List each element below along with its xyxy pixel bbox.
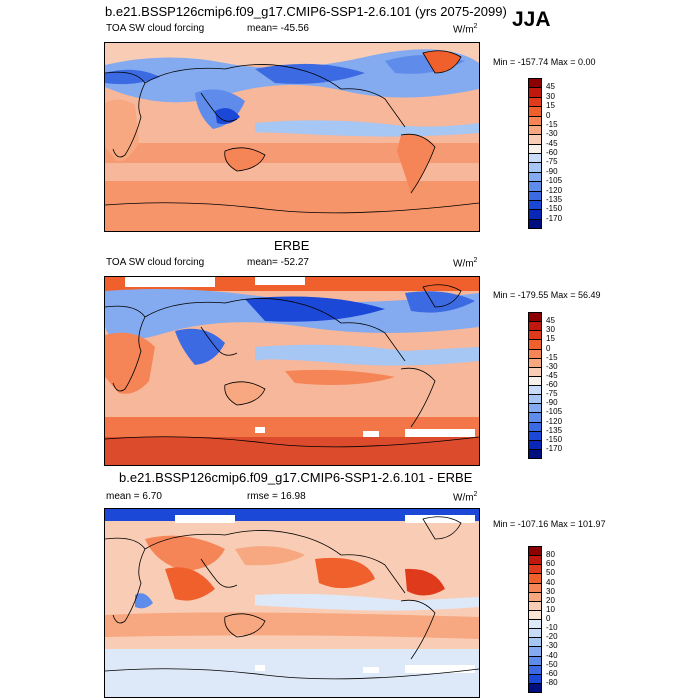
colorbar-tick-label: 20: [546, 595, 555, 605]
panel2-units: W/m2: [453, 257, 478, 270]
colorbar-tick-label: -170: [546, 213, 563, 223]
colorbar-tick-label: -135: [546, 425, 563, 435]
colorbar-tick-label: -75: [546, 157, 558, 167]
colorbar-tick-label: 30: [546, 325, 555, 335]
panel3-title: b.e21.BSSP126cmip6.f09_g17.CMIP6-SSP1-2.…: [119, 470, 473, 485]
panel1-units: W/m2: [453, 23, 478, 36]
colorbar-tick-label: -40: [546, 650, 558, 660]
colorbar-tick-label: -60: [546, 668, 558, 678]
colorbar-tick-label: -15: [546, 352, 558, 362]
colorbar-tick-label: -105: [546, 176, 563, 186]
colorbar-tick-label: -150: [546, 434, 563, 444]
colorbar-swatch: [528, 448, 542, 459]
colorbar-tick-label: 80: [546, 550, 555, 560]
colorbar-tick-label: -20: [546, 632, 558, 642]
colorbar-tick-label: -90: [546, 398, 558, 408]
colorbar-tick-label: -120: [546, 185, 563, 195]
panel2-variable-label: TOA SW cloud forcing: [106, 257, 205, 268]
panel3-map: [104, 508, 480, 698]
panel3-minmax: Min = -107.16 Max = 101.97: [493, 519, 606, 529]
colorbar-tick-label: -30: [546, 361, 558, 371]
colorbar-tick-label: -60: [546, 148, 558, 157]
colorbar-swatch: [528, 218, 542, 229]
panel3-colorbar: 80 60 50 40 30 20 10 0 -10 -20 -30 -40 -50 -60 -80: [528, 546, 568, 693]
colorbar-tick-label: 15: [546, 334, 555, 344]
colorbar-tick-label: -150: [546, 204, 563, 214]
colorbar-tick-label: -10: [546, 623, 558, 633]
colorbar-tick-label: 45: [546, 82, 555, 92]
panel1-mean-label: mean= -45.56: [247, 23, 309, 34]
panel1-minmax: Min = -157.74 Max = 0.00: [493, 57, 596, 67]
colorbar-tick-label: 0: [546, 614, 551, 623]
panel3-units: W/m2: [453, 491, 478, 504]
colorbar-tick-label: -90: [546, 166, 558, 176]
colorbar-tick-label: 0: [546, 343, 551, 353]
colorbar-tick-label: 45: [546, 316, 555, 326]
colorbar-tick-label: -105: [546, 407, 563, 417]
main-title: b.e21.BSSP126cmip6.f09_g17.CMIP6-SSP1-2.…: [105, 4, 507, 19]
panel3-mean-label: mean = 6.70: [106, 491, 162, 502]
colorbar-tick-label: -75: [546, 389, 558, 399]
panel1-map: [104, 42, 480, 232]
panel2-minmax: Min = -179.55 Max = 56.49: [493, 290, 601, 300]
panel2-mean-label: mean= -52.27: [247, 257, 309, 268]
colorbar-tick-label: 0: [546, 110, 551, 120]
colorbar-tick-label: -135: [546, 194, 563, 204]
colorbar-tick-label: -45: [546, 138, 558, 148]
colorbar-tick-label: 50: [546, 568, 555, 578]
colorbar-tick-label: -170: [546, 443, 563, 453]
colorbar-tick-label: 40: [546, 577, 555, 587]
panel1-variable-label: TOA SW cloud forcing: [106, 23, 205, 34]
panel3-rmse-label: rmse = 16.98: [247, 491, 306, 502]
panel1-colorbar: 45 30 15 0 -15 -30 -45 -60 -75 -90 -105 -120 -135 -15…: [528, 78, 568, 229]
colorbar-tick-label: -120: [546, 416, 563, 426]
colorbar-swatch: [528, 682, 542, 693]
colorbar-tick-label: 60: [546, 559, 555, 569]
panel2-title: ERBE: [274, 238, 310, 253]
colorbar-tick-label: 30: [546, 586, 555, 596]
colorbar-tick-label: -80: [546, 677, 558, 687]
panel2-colorbar: 45 30 15 0 -15 -30 -45 -60 -75 -90 -105 -120 -135 -15…: [528, 312, 568, 459]
season-label: JJA: [512, 8, 551, 31]
colorbar-tick-label: 10: [546, 604, 555, 614]
colorbar-tick-label: -15: [546, 119, 558, 129]
colorbar-tick-label: -50: [546, 659, 558, 669]
colorbar-tick-label: -60: [546, 380, 558, 389]
colorbar-tick-label: 15: [546, 101, 555, 111]
colorbar-tick-label: -30: [546, 641, 558, 651]
colorbar-tick-label: 30: [546, 91, 555, 101]
colorbar-tick-label: -30: [546, 129, 558, 139]
colorbar-tick-label: -45: [546, 370, 558, 380]
panel2-map: [104, 276, 480, 466]
